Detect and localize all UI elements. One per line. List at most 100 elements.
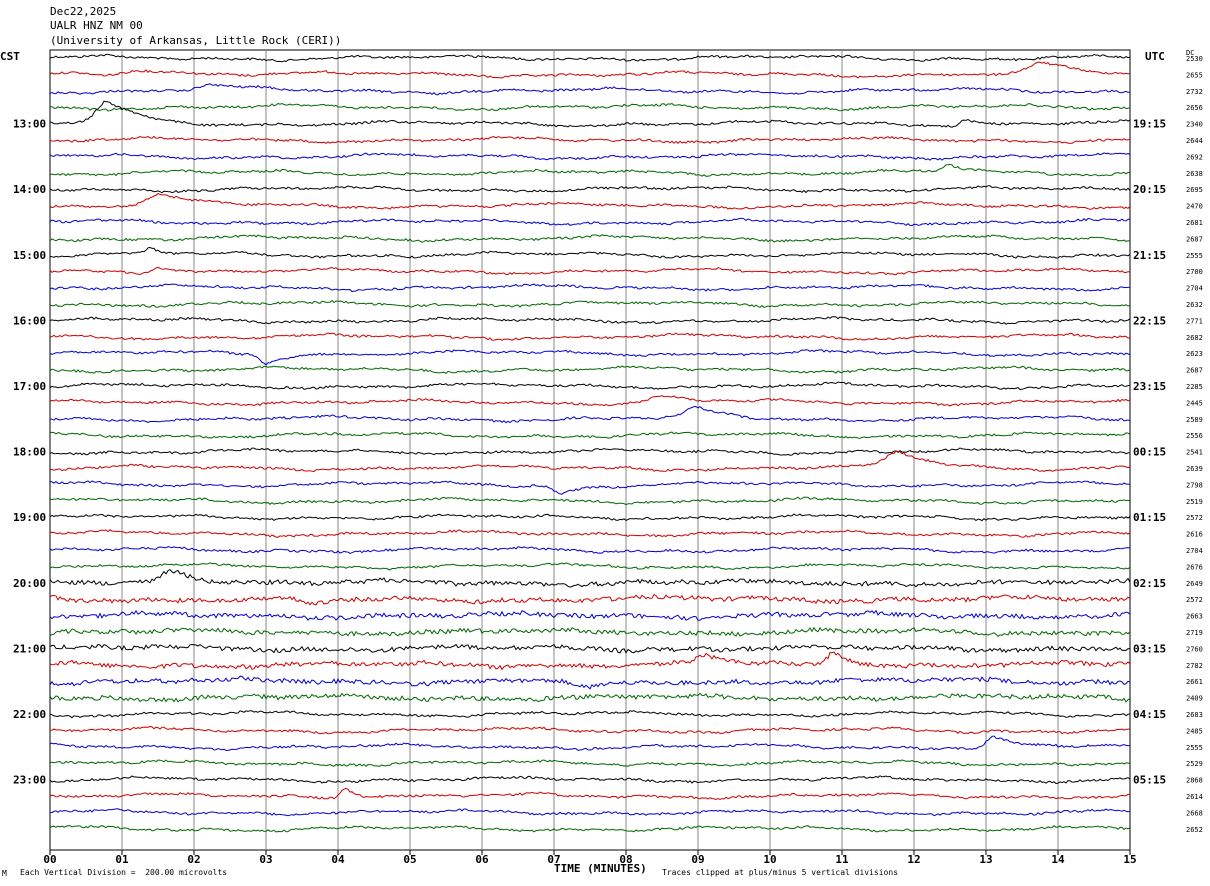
trace-line-27: [49, 496, 1131, 506]
trace-line-9: [49, 192, 1131, 210]
dc-offset-label: 2655: [1186, 71, 1203, 79]
dc-offset-label: 2868: [1186, 777, 1203, 785]
trace-line-15: [49, 299, 1131, 308]
x-tick-label: 07: [547, 853, 560, 866]
left-hour-label: 14:00: [13, 183, 46, 196]
trace-line-32: [49, 568, 1131, 588]
x-tick-label: 11: [835, 853, 849, 866]
dc-offset-label: 2719: [1186, 629, 1203, 637]
trace-line-0: [49, 53, 1131, 63]
dc-offset-label: 2589: [1186, 416, 1203, 424]
right-timezone-label: UTC: [1145, 50, 1165, 63]
trace-line-36: [49, 643, 1131, 654]
dc-offset-label: 2663: [1186, 613, 1203, 621]
dc-offset-label: 2485: [1186, 727, 1203, 735]
right-hour-label: 04:15: [1133, 708, 1166, 721]
x-axis-label: TIME (MINUTES): [554, 862, 647, 875]
left-hour-label: 15:00: [13, 249, 46, 262]
x-tick-label: 12: [907, 853, 920, 866]
x-tick-label: 01: [115, 853, 129, 866]
dc-offset-label: 2692: [1186, 153, 1203, 161]
dc-offset-label: 2732: [1186, 88, 1203, 96]
x-tick-label: 00: [43, 853, 56, 866]
dc-offset-label: 2661: [1186, 678, 1203, 686]
corner-mark: M: [2, 869, 7, 878]
station-code: UALR HNZ NM 00: [50, 19, 143, 32]
dc-offset-label: 2639: [1186, 465, 1203, 473]
x-tick-label: 05: [403, 853, 416, 866]
trace-line-16: [49, 316, 1131, 325]
dc-offset-label: 2668: [1186, 809, 1203, 817]
trace-line-1: [49, 61, 1131, 79]
trace-line-35: [49, 626, 1131, 637]
trace-line-5: [49, 135, 1131, 145]
left-hour-label: 23:00: [13, 774, 46, 787]
trace-line-26: [49, 480, 1131, 495]
trace-line-47: [49, 825, 1131, 833]
dc-offset-label: 2285: [1186, 383, 1203, 391]
trace-line-38: [49, 675, 1131, 690]
trace-line-31: [49, 562, 1131, 571]
right-hour-label: 00:15: [1133, 446, 1166, 459]
dc-offset-label: 2530: [1186, 55, 1203, 63]
dc-offset-label: 2649: [1186, 580, 1203, 588]
right-hour-label: 03:15: [1133, 642, 1166, 655]
x-tick-label: 10: [763, 853, 776, 866]
trace-line-23: [49, 431, 1131, 439]
dc-offset-label: 2541: [1186, 449, 1203, 457]
dc-offset-label: 2555: [1186, 744, 1203, 752]
dc-offset-label: 2614: [1186, 793, 1203, 801]
dc-offset-label: 2529: [1186, 760, 1203, 768]
dc-header-label: DC: [1186, 49, 1195, 57]
dc-offset-label: 2409: [1186, 695, 1203, 703]
dc-offset-label: 2555: [1186, 252, 1203, 260]
x-tick-label: 02: [187, 853, 200, 866]
dc-offset-label: 2782: [1186, 662, 1203, 670]
dc-offset-label: 2445: [1186, 399, 1203, 407]
trace-line-43: [49, 759, 1131, 767]
x-tick-label: 09: [691, 853, 704, 866]
trace-line-45: [49, 787, 1131, 801]
left-hour-label: 17:00: [13, 380, 46, 393]
trace-line-8: [49, 185, 1131, 194]
right-hour-label: 05:15: [1133, 774, 1166, 787]
trace-line-40: [49, 710, 1131, 719]
dc-offset-label: 2616: [1186, 531, 1203, 539]
trace-line-29: [49, 529, 1131, 538]
right-hour-label: 19:15: [1133, 118, 1166, 131]
trace-line-25: [49, 450, 1131, 473]
left-timezone-label: CST: [0, 50, 20, 63]
trace-line-46: [49, 808, 1131, 817]
dc-offset-label: 2700: [1186, 268, 1203, 276]
clip-note: Traces clipped at plus/minus 5 vertical …: [662, 868, 899, 877]
network-name: (University of Arkansas, Little Rock (CE…: [50, 34, 342, 47]
dc-offset-label: 2340: [1186, 121, 1203, 129]
dc-offset-label: 2687: [1186, 235, 1203, 243]
trace-line-42: [49, 735, 1131, 752]
trace-line-6: [49, 152, 1131, 161]
dc-offset-label: 2704: [1186, 285, 1203, 293]
dc-offset-label: 2644: [1186, 137, 1203, 145]
trace-line-10: [49, 217, 1131, 227]
dc-offset-label: 2676: [1186, 563, 1203, 571]
trace-layer: [49, 53, 1131, 833]
right-hour-label: 22:15: [1133, 314, 1166, 327]
left-hour-label: 13:00: [13, 118, 46, 131]
left-hour-label: 22:00: [13, 708, 46, 721]
right-hour-label: 21:15: [1133, 249, 1166, 262]
right-hour-label: 01:15: [1133, 511, 1166, 524]
plot-frame: [49, 49, 1131, 851]
trace-line-21: [49, 395, 1131, 407]
trace-line-17: [49, 332, 1131, 341]
x-tick-label: 04: [331, 853, 345, 866]
dc-offset-label: 2798: [1186, 481, 1203, 489]
dc-offset-label: 2632: [1186, 301, 1203, 309]
right-hour-label: 02:15: [1133, 577, 1166, 590]
dc-offset-label: 2638: [1186, 170, 1203, 178]
x-tick-label: 06: [475, 853, 489, 866]
trace-line-7: [49, 163, 1131, 177]
trace-line-39: [49, 692, 1131, 703]
trace-line-20: [49, 381, 1131, 391]
trace-line-44: [49, 775, 1131, 785]
